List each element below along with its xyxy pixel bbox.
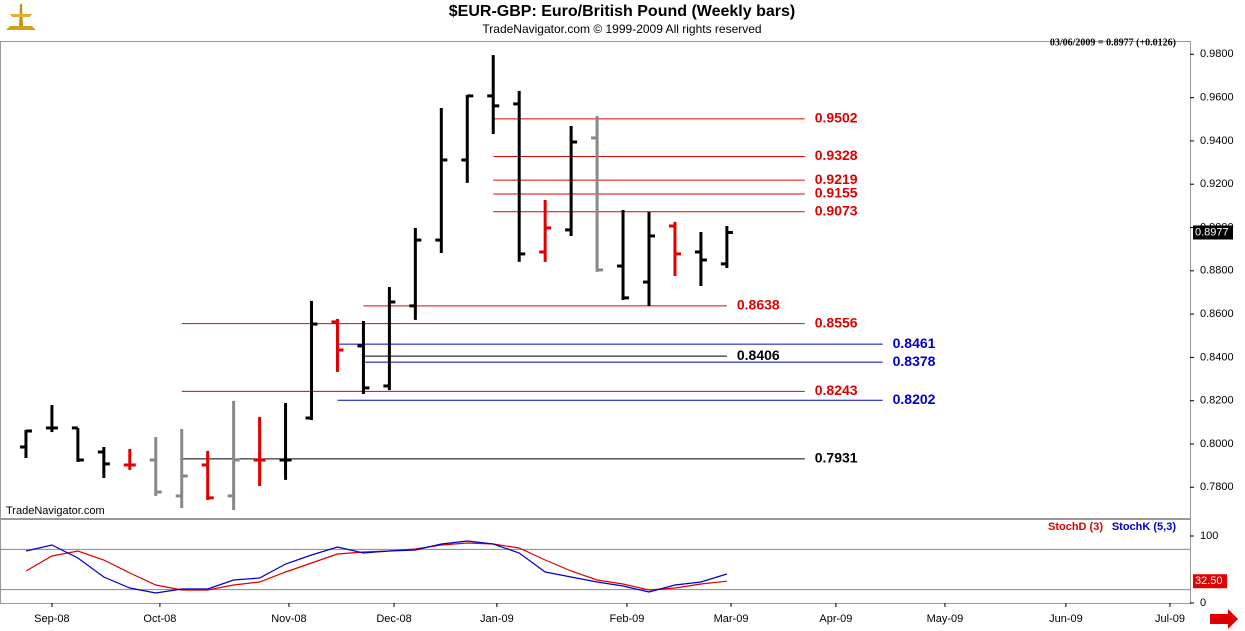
level-label: 0.9155 <box>815 185 858 201</box>
x-tick-label: Jul-09 <box>1155 613 1185 625</box>
y-tick-label: 0.8200 <box>1200 395 1234 407</box>
ohlc-bar <box>461 94 474 183</box>
y-tick-label: 0.8000 <box>1200 438 1234 450</box>
ohlc-bar <box>201 450 214 501</box>
ohlc-bar <box>539 200 552 262</box>
y-tick-label: 0.7800 <box>1200 481 1234 493</box>
y-tick-label: 0.8400 <box>1200 351 1234 363</box>
level-label: 0.8378 <box>893 353 936 369</box>
ohlc-bar <box>487 54 500 134</box>
x-tick-label: Oct-08 <box>143 613 176 625</box>
y-tick-label: 0.8600 <box>1200 308 1234 320</box>
level-label: 0.8406 <box>737 347 780 363</box>
ohlc-bar <box>409 227 422 320</box>
level-label: 0.8638 <box>737 297 780 313</box>
last-value-label: 32.50 <box>1195 575 1223 587</box>
x-tick-label: Apr-09 <box>819 613 852 625</box>
ohlc-bar <box>435 108 448 254</box>
x-tick-label: Mar-09 <box>714 613 749 625</box>
x-tick-label: Feb-09 <box>610 613 645 625</box>
chart-title: $EUR-GBP: Euro/British Pound (Weekly bar… <box>449 3 795 20</box>
ohlc-bar <box>149 437 162 496</box>
ohlc-bar <box>720 225 733 268</box>
level-label: 0.7931 <box>815 450 858 466</box>
ohlc-bar <box>513 90 526 262</box>
ohlc-bar <box>642 211 655 306</box>
logo-bar <box>10 14 32 17</box>
level-label: 0.8461 <box>893 335 936 351</box>
x-tick-label: May-09 <box>927 613 964 625</box>
y-tick-label: 0.9800 <box>1200 48 1234 60</box>
y-tick-label: 0.9600 <box>1200 92 1234 104</box>
y-tick-label: 0.9400 <box>1200 135 1234 147</box>
price-panel <box>0 41 1191 519</box>
ohlc-bar <box>617 209 630 301</box>
y-tick-label: 100 <box>1200 530 1218 542</box>
ohlc-bar <box>357 321 370 394</box>
x-tick-label: Sep-08 <box>34 613 69 625</box>
x-tick-label: Nov-08 <box>271 613 306 625</box>
level-label: 0.9502 <box>815 110 858 126</box>
ohlc-bar <box>253 416 266 486</box>
legend-entry: StochD (3) <box>1048 521 1103 533</box>
level-label: 0.9219 <box>815 171 858 187</box>
ohlc-bar <box>45 405 58 433</box>
ohlc-bar <box>175 429 188 509</box>
ohlc-bar <box>591 116 604 272</box>
ohlc-bar <box>71 426 84 462</box>
level-label: 0.8556 <box>815 314 858 330</box>
ohlc-bar <box>694 232 707 286</box>
chart-subtitle: TradeNavigator.com © 1999-2009 All right… <box>482 22 761 36</box>
ohlc-bar <box>97 447 110 478</box>
ohlc-bar <box>383 287 396 391</box>
ohlc-bar <box>19 429 32 459</box>
x-tick-label: Jan-09 <box>480 613 514 625</box>
level-label: 0.8243 <box>815 382 858 398</box>
level-label: 0.9328 <box>815 147 858 163</box>
ohlc-bar <box>279 403 292 480</box>
x-tick-label: Dec-08 <box>376 613 411 625</box>
ohlc-bar <box>565 125 578 236</box>
last-price-box <box>1193 225 1233 240</box>
watermark: TradeNavigator.com <box>6 505 105 517</box>
last-price-label: 0.8977 <box>1195 226 1229 238</box>
ohlc-bar <box>331 318 344 372</box>
level-label: 0.8202 <box>893 391 936 407</box>
stoch-line <box>25 540 728 594</box>
ohlc-bar <box>123 448 136 470</box>
last-value-box <box>1193 574 1227 589</box>
y-tick-label: 0.9200 <box>1200 178 1234 190</box>
y-tick-label: 0.8800 <box>1200 265 1234 277</box>
ohlc-bar <box>305 300 318 420</box>
level-label: 0.9073 <box>815 202 858 218</box>
logo <box>6 4 36 30</box>
scroll-arrow[interactable] <box>1210 609 1238 629</box>
ohlc-bar <box>668 221 681 276</box>
x-tick-label: Jun-09 <box>1049 613 1083 625</box>
stoch-panel <box>0 519 1191 604</box>
logo-base <box>6 26 36 30</box>
y-tick-label: 0 <box>1200 597 1206 609</box>
legend-entry: StochK (5,3) <box>1112 521 1177 533</box>
ohlc-bar <box>227 400 240 510</box>
quote-header: 03/06/2009 = 0.8977 (+0.0126) <box>1050 37 1176 48</box>
